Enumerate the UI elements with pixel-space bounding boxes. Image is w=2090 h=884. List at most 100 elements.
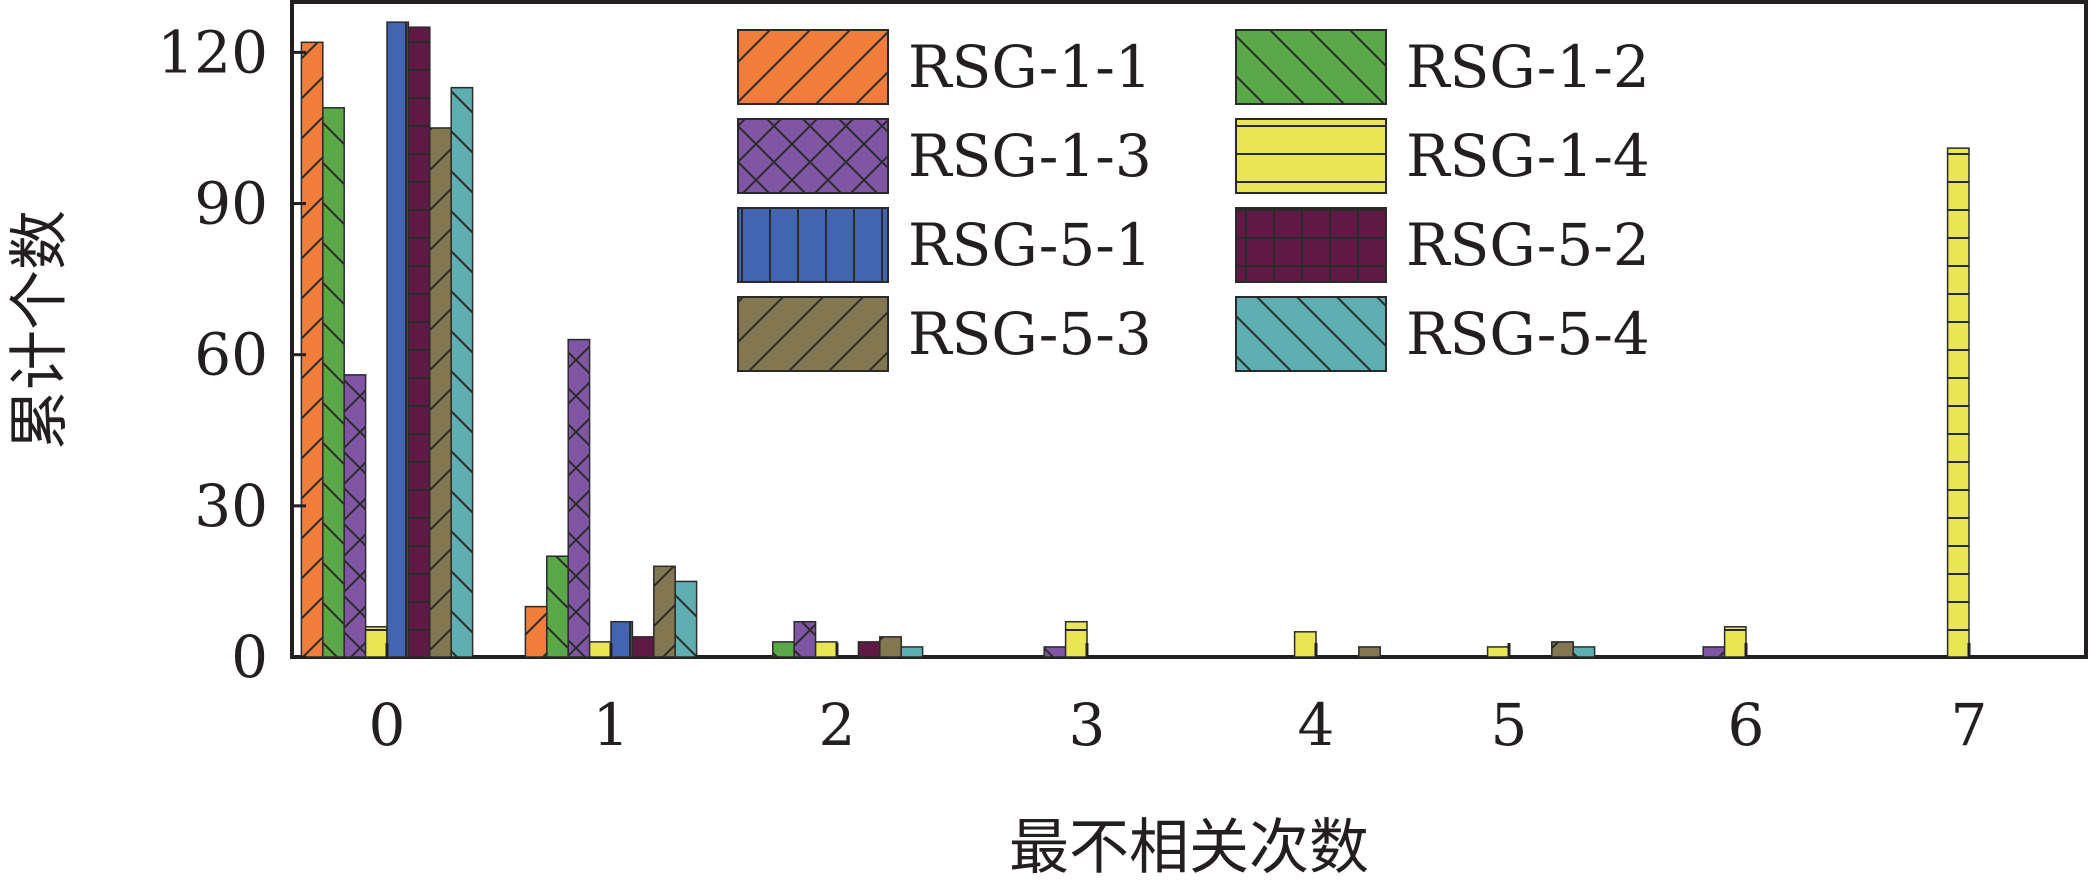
series-RSG-5-4: [450, 86, 1596, 658]
bar-hatch: [300, 41, 324, 658]
bar-hatch: [386, 21, 410, 658]
bar-hatch: [1064, 620, 1088, 658]
bar-hatch: [1293, 631, 1317, 658]
x-tick-label: 0: [369, 691, 406, 759]
plot-frame: [290, 0, 2088, 659]
bar-hatch: [900, 646, 924, 658]
bar-hatch: [407, 26, 431, 658]
x-tick-1: 1: [593, 643, 630, 759]
bar-RSG-5-2-2: [857, 641, 881, 658]
bar-RSG-5-3-2: [879, 636, 902, 658]
bar-series-group: [300, 21, 1970, 658]
x-tick-label: 4: [1298, 691, 1335, 759]
x-tick-3: 3: [1069, 643, 1105, 759]
bar-hatch: [524, 605, 548, 658]
y-tick-label: 90: [194, 170, 268, 238]
bar-RSG-5-2-1: [631, 636, 655, 658]
bar-hatch: [879, 636, 902, 658]
legend-label: RSG-1-4: [1406, 122, 1650, 190]
bar-hatch: [1358, 646, 1381, 658]
y-tick-label: 60: [194, 321, 268, 389]
bar-RSG-1-3-0: [343, 374, 367, 658]
bar-RSG-1-4-5: [1486, 646, 1510, 658]
y-tick-label: 30: [194, 472, 268, 540]
bar-RSG-1-1-0: [300, 41, 324, 658]
legend-item-RSG-5-2: RSG-5-2: [1235, 207, 1650, 283]
bar-hatch: [1486, 646, 1510, 658]
legend-swatch: [1235, 29, 1387, 105]
bar-RSG-5-1-1: [610, 620, 634, 658]
bar-RSG-5-3-5: [1551, 641, 1574, 658]
series-RSG-1-3: [343, 338, 1726, 658]
legend-swatch: [737, 118, 889, 194]
x-tick-7: 7: [1951, 643, 1987, 759]
bar-RSG-5-4-0: [450, 86, 474, 658]
y-tick-30: 30: [194, 472, 306, 540]
x-tick-4: 4: [1298, 643, 1335, 759]
legend-label: RSG-1-1: [908, 33, 1152, 101]
legend-swatch: [737, 29, 889, 105]
bar-hatch: [1043, 646, 1067, 658]
legend-label: RSG-5-2: [1406, 211, 1650, 279]
bar-RSG-1-2-1: [546, 555, 569, 658]
bar-RSG-5-3-4: [1358, 646, 1381, 658]
y-axis-title: 累计个数: [5, 210, 75, 450]
series-RSG-5-3: [429, 127, 1574, 658]
bar-RSG-1-4-1: [588, 641, 612, 658]
legend-label: RSG-5-3: [908, 300, 1152, 368]
legend-label: RSG-5-1: [908, 211, 1152, 279]
y-tick-90: 90: [194, 170, 306, 238]
bar-RSG-1-2-2: [772, 641, 795, 658]
bar-hatch: [588, 641, 612, 658]
series-RSG-1-4: [364, 147, 1970, 658]
bar-RSG-5-1-0: [386, 21, 410, 658]
legend-label: RSG-1-3: [908, 122, 1152, 190]
bar-hatch: [1946, 147, 1970, 658]
legend-item-RSG-1-2: RSG-1-2: [1235, 29, 1650, 105]
series-RSG-5-2: [407, 26, 881, 658]
bar-RSG-1-4-7: [1946, 147, 1970, 658]
bar-hatch: [429, 127, 452, 658]
bar-RSG-5-4-2: [900, 646, 924, 658]
legend: RSG-1-1 RSG-1-2 RSG-1-3 RSG-1-4 RSG-5-1 RSG-5…: [737, 29, 1650, 372]
y-tick-label: 0: [231, 623, 268, 691]
bar-RSG-5-4-5: [1572, 646, 1596, 658]
x-tick-label: 5: [1491, 691, 1528, 759]
bar-hatch: [857, 641, 881, 658]
y-tick-120: 120: [157, 18, 306, 86]
bar-RSG-1-3-1: [567, 338, 591, 658]
legend-swatch: [1235, 296, 1387, 372]
series-RSG-5-1: [386, 21, 634, 658]
legend-swatch: [737, 296, 889, 372]
bar-hatch: [1551, 641, 1574, 658]
bar-hatch: [1572, 646, 1596, 658]
bar-RSG-1-3-3: [1043, 646, 1067, 658]
bar-RSG-1-3-6: [1702, 646, 1726, 658]
bar-hatch: [343, 374, 367, 658]
x-tick-0: 0: [369, 643, 406, 759]
bar-hatch: [322, 107, 345, 658]
bar-hatch: [1702, 646, 1726, 658]
bar-RSG-1-4-6: [1723, 626, 1747, 658]
legend-item-RSG-5-3: RSG-5-3: [737, 296, 1152, 372]
y-tick-60: 60: [194, 321, 306, 389]
x-tick-2: 2: [819, 643, 855, 759]
legend-swatch: [1235, 118, 1387, 194]
bar-RSG-5-3-0: [429, 127, 452, 658]
bar-hatch: [653, 565, 676, 658]
legend-item-RSG-1-3: RSG-1-3: [737, 118, 1152, 194]
legend-item-RSG-1-4: RSG-1-4: [1235, 118, 1650, 194]
bar-hatch: [610, 620, 634, 658]
legend-label: RSG-5-4: [1406, 300, 1650, 368]
bar-hatch: [1723, 626, 1747, 658]
plot-area: [290, 0, 2088, 659]
bar-hatch: [814, 641, 838, 658]
x-tick-label: 1: [593, 691, 630, 759]
bar-RSG-5-4-1: [674, 580, 698, 658]
bar-hatch: [450, 86, 474, 658]
bar-hatch: [793, 620, 817, 658]
legend-label: RSG-1-2: [1406, 33, 1650, 101]
bar-RSG-1-4-0: [364, 626, 388, 658]
y-tick-0: 0: [231, 623, 306, 691]
